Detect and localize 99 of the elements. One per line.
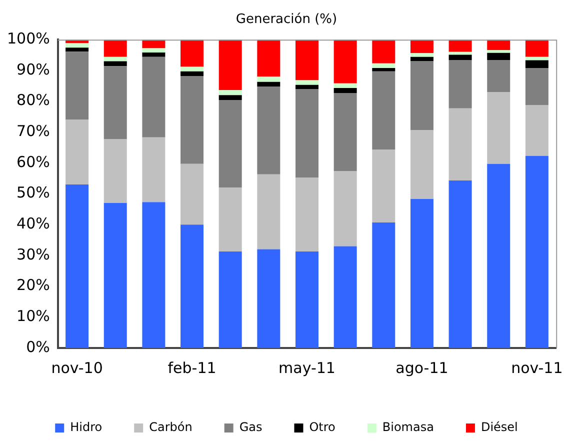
bar	[180, 164, 204, 225]
bar	[295, 88, 318, 178]
y-tick-label: 60%	[16, 152, 50, 171]
bar	[142, 52, 166, 57]
bar	[410, 61, 434, 130]
bar	[525, 40, 548, 57]
bar	[66, 52, 89, 120]
bar	[180, 40, 204, 67]
legend-label: Otro	[309, 420, 336, 434]
y-tick-label: 20%	[16, 276, 50, 294]
bar	[448, 60, 472, 108]
bar	[334, 83, 357, 88]
bar	[257, 249, 280, 348]
y-tick-label: 50%	[16, 184, 50, 202]
bar	[334, 88, 357, 93]
x-tick-label: nov-11	[511, 358, 563, 377]
bar	[257, 174, 280, 250]
x-tick-label: feb-11	[168, 358, 216, 377]
bar	[334, 92, 357, 172]
bar	[257, 86, 280, 174]
bar	[142, 56, 166, 138]
bar	[448, 40, 472, 52]
y-tick-label: 70%	[16, 122, 50, 140]
bar	[104, 203, 127, 348]
bar	[218, 188, 242, 252]
bar	[66, 43, 89, 48]
y-tick-label: 40%	[16, 214, 50, 233]
bar	[487, 92, 510, 164]
bar	[257, 82, 280, 86]
bar	[410, 56, 434, 62]
bar	[218, 95, 242, 100]
bar	[410, 53, 434, 57]
bar	[295, 80, 318, 85]
bar	[295, 177, 318, 252]
bar	[104, 56, 127, 62]
x-tick-label: nov-10	[51, 358, 103, 377]
bar	[334, 171, 357, 246]
bar	[334, 246, 357, 348]
bar	[487, 40, 510, 50]
bar	[257, 40, 280, 77]
bar	[410, 130, 434, 200]
bar	[218, 90, 242, 96]
bar	[525, 60, 548, 68]
bar	[218, 100, 242, 188]
bar	[410, 40, 434, 54]
bar	[66, 184, 89, 348]
bar	[334, 40, 357, 84]
bar	[525, 156, 548, 348]
chart-title: Generación (%)	[236, 12, 338, 28]
bar	[66, 120, 89, 185]
bar	[295, 251, 318, 348]
bar	[142, 48, 166, 53]
y-tick-label: 30%	[16, 245, 50, 264]
bar	[525, 105, 548, 156]
bar	[104, 139, 127, 204]
bar	[66, 48, 89, 52]
bar	[104, 66, 127, 140]
bar	[142, 137, 166, 202]
bar	[104, 61, 127, 66]
y-tick-label: 0%	[26, 338, 50, 356]
bar	[448, 108, 472, 181]
y-tick-label: 80%	[16, 91, 50, 110]
bar	[410, 199, 434, 348]
bar	[372, 40, 396, 64]
bar	[142, 202, 166, 348]
bar	[218, 40, 242, 90]
bar	[448, 180, 472, 348]
bar	[295, 40, 318, 80]
legend-label: Gas	[239, 420, 262, 434]
bar	[525, 56, 548, 60]
bar	[257, 76, 280, 82]
bar	[295, 84, 318, 89]
y-tick-label: 10%	[16, 307, 50, 326]
bar	[180, 66, 204, 72]
bar	[487, 52, 510, 60]
bar	[104, 40, 127, 57]
bar	[180, 71, 204, 76]
bar	[372, 222, 396, 348]
bar	[372, 150, 396, 222]
bar	[448, 54, 472, 60]
legend-label: Hidro	[70, 420, 102, 434]
bar	[372, 68, 396, 72]
legend-label: Carbón	[149, 420, 192, 434]
bar	[372, 63, 396, 68]
y-tick-label: 90%	[16, 60, 50, 78]
bar	[487, 60, 510, 92]
legend-label: Biomasa	[382, 420, 434, 434]
bar	[218, 251, 242, 348]
bar	[487, 164, 510, 348]
x-tick-label: may-11	[278, 358, 336, 377]
x-tick-label: ago-11	[396, 358, 448, 377]
bar	[180, 224, 204, 348]
bar	[180, 76, 204, 164]
bar	[448, 52, 472, 55]
bar	[372, 71, 396, 150]
y-tick-label: 100%	[6, 29, 50, 48]
bar	[487, 50, 510, 53]
bar	[525, 68, 548, 106]
legend-label: Diésel	[480, 420, 518, 434]
